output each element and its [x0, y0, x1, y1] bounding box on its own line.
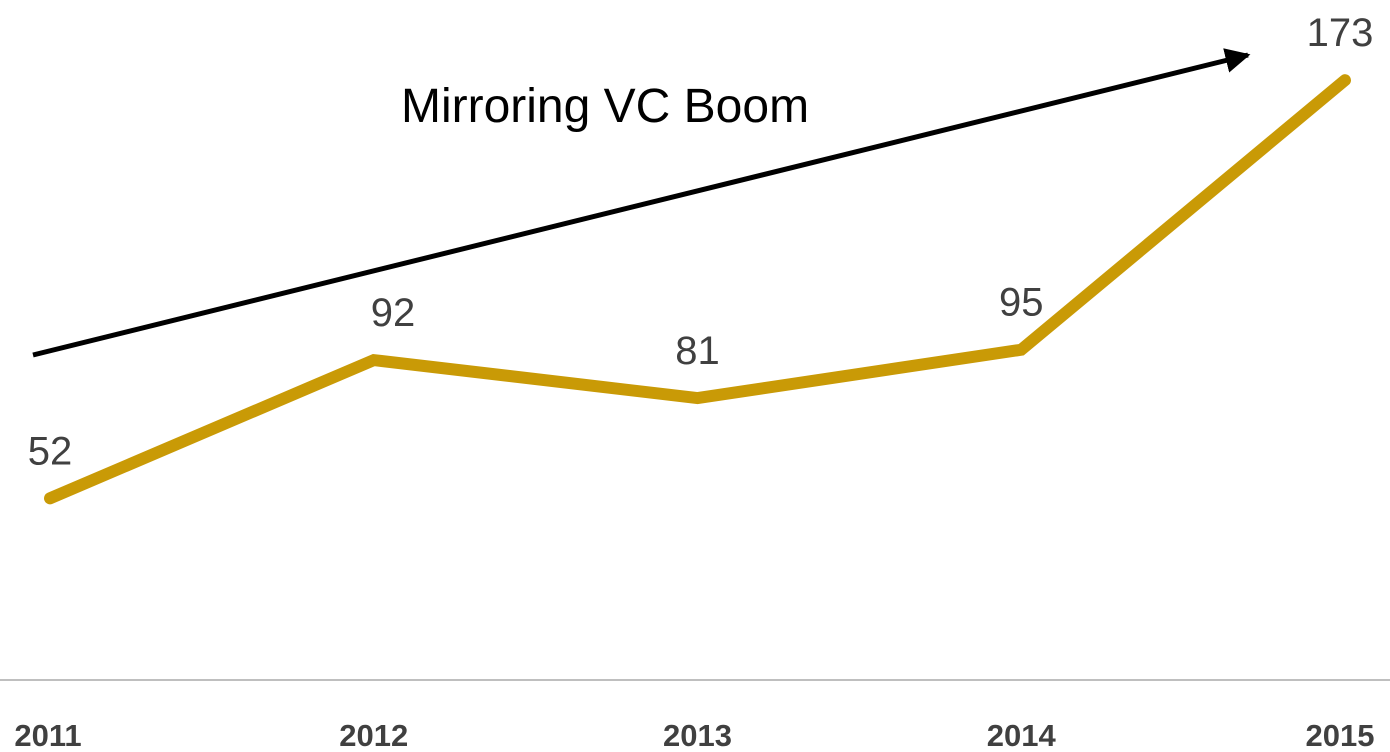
x-tick-label: 2013: [663, 718, 732, 752]
annotation: Mirroring VC Boom: [401, 80, 809, 133]
data-label: 52: [28, 429, 73, 473]
data-label: 81: [675, 329, 720, 373]
x-tick-label: 2014: [987, 718, 1057, 752]
data-label: 95: [999, 281, 1044, 325]
data-label: 173: [1307, 11, 1374, 55]
x-tick-label: 2011: [14, 718, 81, 752]
data-label: 92: [371, 291, 416, 335]
trend-arrow: [32, 48, 1251, 358]
x-tick-label: 2015: [1306, 718, 1375, 752]
x-tick-label: 2012: [339, 718, 408, 752]
line: [44, 74, 1351, 505]
